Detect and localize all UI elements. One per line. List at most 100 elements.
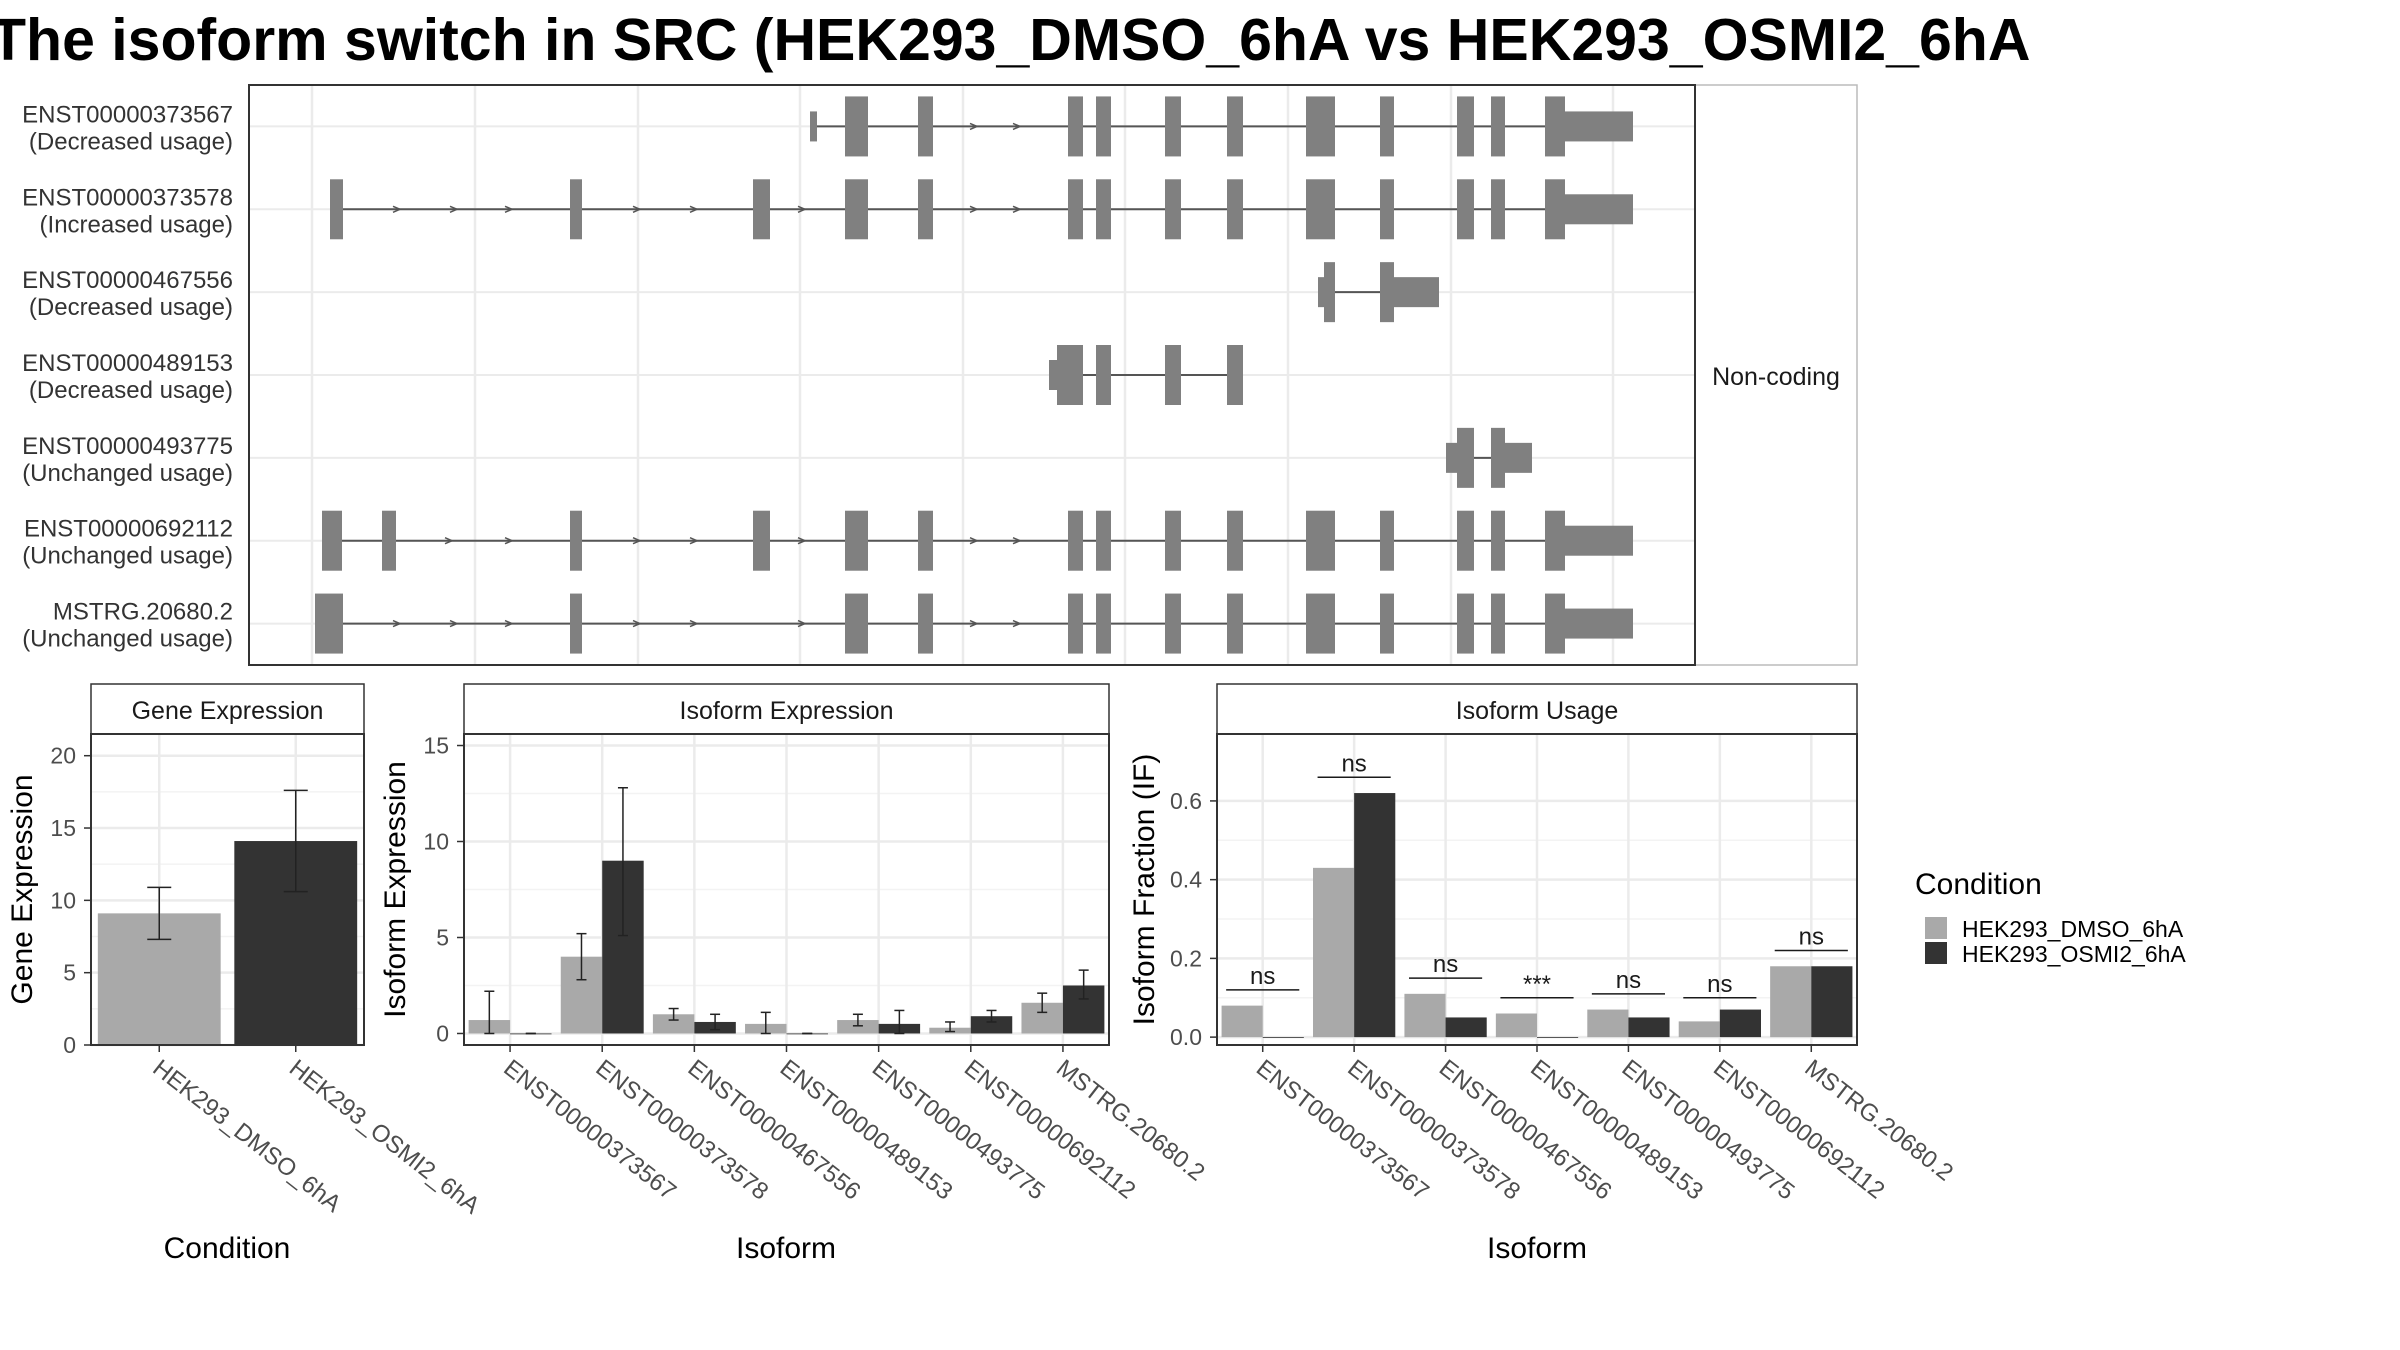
panel-strip-title: Isoform Usage bbox=[1456, 697, 1619, 725]
exon-cds bbox=[1068, 96, 1083, 157]
transcript-id-label: MSTRG.20680.2 bbox=[53, 599, 233, 626]
intron-arrow bbox=[1012, 537, 1022, 545]
transcript-usage-label: (Decreased usage) bbox=[29, 377, 233, 404]
exon-cds bbox=[918, 510, 933, 571]
exon-cds bbox=[1380, 593, 1394, 654]
exon-cds bbox=[1491, 179, 1505, 240]
exon-cds bbox=[1545, 593, 1565, 654]
exon-cds bbox=[382, 510, 396, 571]
exon-cds bbox=[322, 510, 342, 571]
exon-utr bbox=[1394, 277, 1439, 308]
significance-label: ns bbox=[1799, 924, 1824, 951]
transcript-usage-label: (Decreased usage) bbox=[29, 294, 233, 321]
isoform-expression-panel: Isoform Expression051015ENST00000373567E… bbox=[379, 683, 1210, 1265]
exon-cds bbox=[1165, 510, 1181, 571]
x-tick-label: ENST00000373567 bbox=[1251, 1054, 1434, 1205]
chart-title: The isoform switch in SRC (HEK293_DMSO_6… bbox=[0, 7, 2031, 73]
exon-cds bbox=[1545, 96, 1565, 157]
panel-strip-title: Gene Expression bbox=[132, 697, 324, 725]
exon-cds bbox=[1457, 427, 1474, 488]
intron-arrow bbox=[969, 205, 979, 213]
y-axis-title: Isoform Expression bbox=[379, 761, 412, 1018]
exon-cds bbox=[845, 593, 868, 654]
x-tick-label: MSTRG.20680.2 bbox=[1800, 1054, 1959, 1186]
panel-strip bbox=[463, 683, 1110, 735]
bar bbox=[837, 1020, 879, 1034]
panel-border bbox=[90, 733, 365, 1046]
y-axis-title: Isoform Fraction (IF) bbox=[1128, 754, 1161, 1026]
x-axis-title: Isoform bbox=[736, 1232, 836, 1265]
legend-label: HEK293_OSMI2_6hA bbox=[1962, 941, 2186, 967]
bar bbox=[1354, 793, 1396, 1038]
x-tick-label: ENST00000692112 bbox=[959, 1054, 1140, 1204]
intron-arrow bbox=[1012, 122, 1022, 131]
panel-strip bbox=[1216, 683, 1858, 735]
exon-cds bbox=[1457, 593, 1474, 654]
transcript-model-enst00000489153 bbox=[1049, 345, 1243, 405]
transcript-usage-label: (Unchanged usage) bbox=[22, 460, 233, 487]
y-tick-label: 10 bbox=[50, 887, 76, 913]
significance-label: ns bbox=[1707, 971, 1732, 998]
x-axis-title: Condition bbox=[164, 1232, 291, 1265]
exon-cds bbox=[1227, 96, 1243, 157]
exon-cds bbox=[1096, 179, 1111, 240]
intron-arrow bbox=[632, 537, 642, 545]
x-axis-title: Isoform bbox=[1487, 1232, 1587, 1265]
transcript-usage-label: (Increased usage) bbox=[40, 211, 233, 238]
bar bbox=[1445, 1017, 1487, 1038]
exon-cds bbox=[1457, 510, 1474, 571]
x-tick-label: ENST00000467556 bbox=[683, 1054, 866, 1205]
exon-cds bbox=[1306, 179, 1335, 240]
transcript-id-label: ENST00000692112 bbox=[24, 516, 233, 543]
y-tick-label: 0 bbox=[436, 1020, 449, 1046]
transcript-usage-label: (Decreased usage) bbox=[29, 128, 233, 155]
intron-arrow bbox=[969, 122, 979, 131]
exon-cds bbox=[1380, 179, 1394, 240]
x-tick-label: ENST00000489153 bbox=[775, 1054, 958, 1205]
intron-arrow bbox=[449, 205, 459, 213]
exon-cds bbox=[570, 510, 582, 571]
exon-cds bbox=[1096, 96, 1111, 157]
exon-cds bbox=[1457, 96, 1474, 157]
exon-cds bbox=[570, 593, 582, 654]
bar bbox=[652, 1014, 695, 1034]
exon-cds bbox=[1491, 593, 1505, 654]
bar bbox=[1770, 966, 1812, 1038]
intron-arrow bbox=[797, 537, 807, 545]
exon-cds bbox=[1165, 593, 1181, 654]
transcript-id-label: ENST00000493775 bbox=[22, 433, 233, 460]
significance-label: ns bbox=[1433, 951, 1458, 978]
exon-cds bbox=[1096, 510, 1111, 571]
exon-cds bbox=[1306, 593, 1335, 654]
x-tick-label: ENST00000467556 bbox=[1434, 1054, 1617, 1205]
significance-label: ns bbox=[1616, 967, 1641, 994]
exon-utr bbox=[1565, 111, 1633, 142]
bar bbox=[1495, 1013, 1537, 1038]
structure-strip bbox=[1694, 84, 1858, 666]
exon-utr bbox=[1565, 608, 1633, 639]
exon-cds bbox=[918, 96, 933, 157]
exon-utr bbox=[1446, 442, 1457, 473]
bar bbox=[1537, 1037, 1579, 1038]
bar bbox=[1221, 1005, 1263, 1038]
y-tick-label: 0.2 bbox=[1170, 945, 1202, 971]
exon-cds bbox=[1096, 345, 1111, 405]
exon-cds bbox=[1227, 345, 1243, 405]
bar bbox=[1719, 1009, 1761, 1038]
transcript-usage-label: (Unchanged usage) bbox=[22, 626, 233, 653]
intron-arrow bbox=[444, 537, 454, 545]
y-tick-label: 5 bbox=[63, 960, 76, 986]
exon-utr bbox=[1565, 194, 1633, 225]
x-tick-label: ENST00000373567 bbox=[498, 1054, 681, 1205]
x-tick-label: ENST00000493775 bbox=[1617, 1054, 1800, 1205]
exon-utr bbox=[810, 111, 817, 142]
exon-cds bbox=[1545, 179, 1565, 240]
exon-cds bbox=[845, 510, 868, 571]
exon-cds bbox=[1457, 179, 1474, 240]
bar bbox=[1587, 1009, 1629, 1038]
x-tick-label: ENST00000493775 bbox=[867, 1054, 1050, 1205]
transcript-id-label: ENST00000373567 bbox=[22, 101, 233, 128]
exon-cds bbox=[1165, 179, 1181, 240]
y-tick-label: 15 bbox=[50, 815, 76, 841]
